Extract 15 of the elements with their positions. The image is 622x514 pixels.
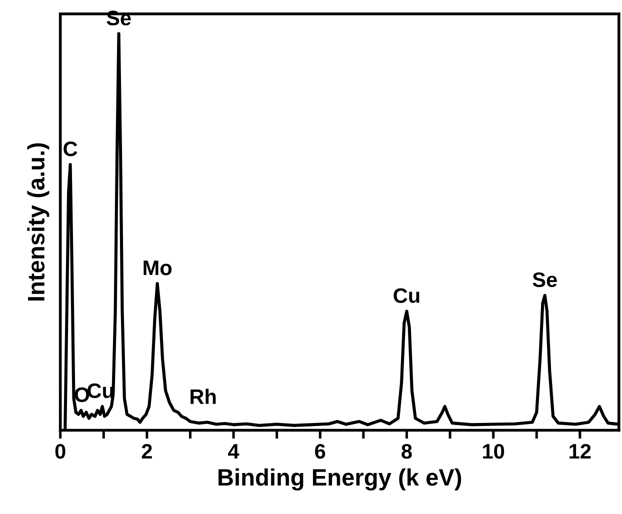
y-axis-title: Intensity (a.u.) <box>27 143 50 300</box>
annotation: Rh <box>190 388 216 404</box>
x-tick-label: 8 <box>402 444 412 459</box>
x-tick-label: 10 <box>483 444 504 459</box>
x-tick-label: 0 <box>55 444 66 459</box>
x-tick-label: 2 <box>142 444 152 459</box>
x-axis-title: Binding Energy (k eV) <box>218 468 462 490</box>
annotation: Cu <box>394 288 420 303</box>
x-tick-label: 12 <box>570 444 591 459</box>
x-tick-label: 6 <box>315 444 326 459</box>
annotation: O <box>74 387 90 402</box>
x-tick-label: 4 <box>228 444 240 459</box>
annotation: C <box>64 142 78 156</box>
annotation: Mo <box>144 260 172 276</box>
annotation: Se <box>532 272 557 288</box>
